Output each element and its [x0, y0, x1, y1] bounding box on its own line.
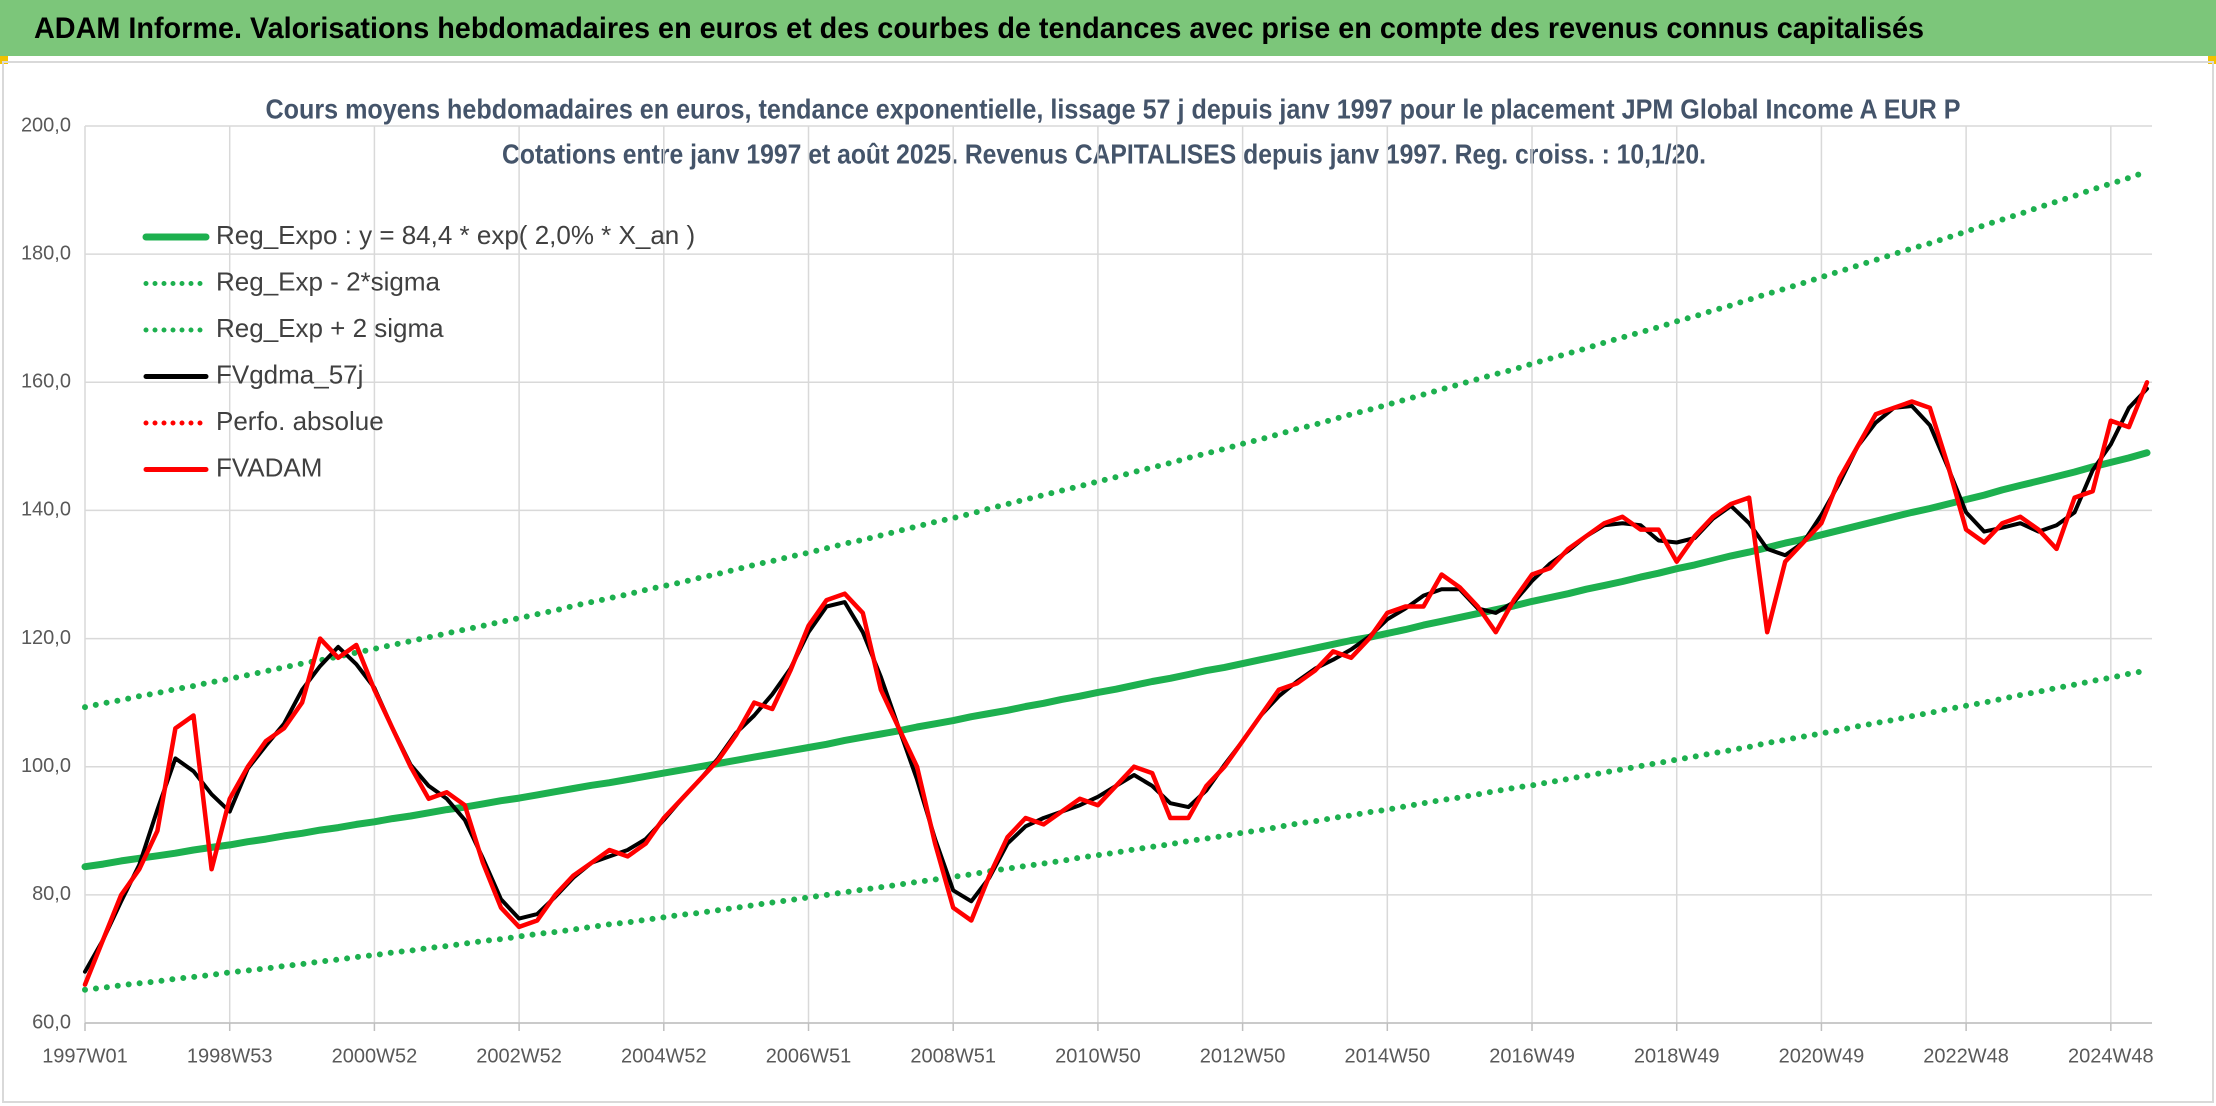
chart-subtitle: Cotations entre janv 1997 et août 2025. … [502, 138, 1706, 169]
x-tick-label: 2022W48 [1923, 1045, 2009, 1067]
y-tick-label: 140,0 [21, 499, 71, 521]
x-tick-label: 2012W50 [1200, 1045, 1286, 1067]
series-line [82, 380, 2150, 987]
y-tick-label: 60,0 [32, 1011, 71, 1033]
x-tick-label: 2016W49 [1489, 1045, 1575, 1067]
legend-label: Reg_Exp + 2 sigma [216, 313, 444, 343]
series-line [82, 168, 2150, 711]
y-tick-label: 200,0 [21, 114, 71, 136]
legend-label: Reg_Expo : y = 84,4 * exp( 2,0% * X_an ) [216, 220, 695, 250]
y-tick-label: 120,0 [21, 627, 71, 649]
corner-mark [2208, 56, 2216, 64]
legend-label: FVADAM [216, 452, 322, 482]
x-tick-label: 2024W48 [2068, 1045, 2154, 1067]
x-tick-label: 2014W50 [1345, 1045, 1431, 1067]
x-tick-label: 1997W01 [42, 1045, 128, 1067]
y-tick-label: 160,0 [21, 371, 71, 393]
x-tick-label: 2004W52 [621, 1045, 707, 1067]
x-tick-label: 2002W52 [476, 1045, 562, 1067]
y-tick-label: 80,0 [32, 883, 71, 905]
series-line [82, 667, 2150, 993]
y-tick-label: 180,0 [21, 242, 71, 264]
corner-mark [0, 56, 8, 64]
legend-label: Perfo. absolue [216, 406, 384, 436]
legend-label: Reg_Exp - 2*sigma [216, 266, 441, 296]
header-bar [0, 0, 2216, 56]
y-tick-label: 100,0 [21, 755, 71, 777]
x-tick-label: 2010W50 [1055, 1045, 1141, 1067]
x-tick-label: 2008W51 [910, 1045, 996, 1067]
header-title: ADAM Informe. Valorisations hebdomadaire… [34, 12, 1924, 45]
chart-frame [2, 61, 2214, 1103]
x-tick-label: 2020W49 [1779, 1045, 1865, 1067]
x-tick-label: 2006W51 [766, 1045, 852, 1067]
x-tick-label: 2000W52 [332, 1045, 418, 1067]
chart-title: Cours moyens hebdomadaires en euros, ten… [266, 93, 1961, 124]
x-tick-label: 2018W49 [1634, 1045, 1720, 1067]
legend-label: FVgdma_57j [216, 359, 363, 389]
x-tick-label: 1998W53 [187, 1045, 273, 1067]
